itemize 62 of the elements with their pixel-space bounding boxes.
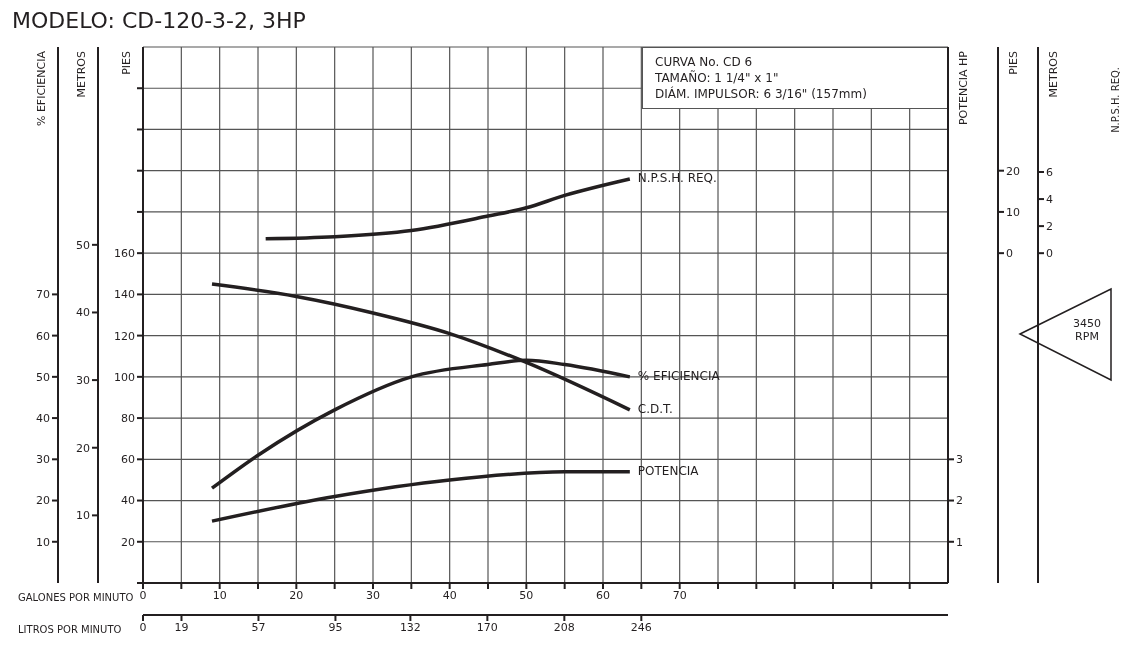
x2-tick-label: 246 <box>630 620 652 634</box>
y2-axis-title: % EFICIENCIA <box>35 50 48 127</box>
y3-tick-label: 10 <box>76 509 90 523</box>
y2-tick-label: 6 <box>1046 165 1053 179</box>
annotation: TAMAÑO: 1 1/4" x 1" <box>655 70 780 86</box>
x2-tick-label: 0 <box>139 620 147 634</box>
y3-tick-label: 30 <box>76 374 90 387</box>
x2-tick-label: 170 <box>476 620 498 634</box>
chart-title: MODELO: CD-120-3-2, 3HP <box>11 8 307 35</box>
x-tick-label: 30 <box>366 588 380 602</box>
annotation: CURVA No. CD 6 <box>655 54 754 70</box>
y2-tick-label: 30 <box>36 453 50 467</box>
x2-axis-title: LITROS POR MINUTO <box>18 624 122 635</box>
y3-axis-title: POTENCIA HP <box>957 50 970 126</box>
y3-tick-label: 20 <box>76 441 90 455</box>
y-tick-label: 20 <box>1006 164 1020 178</box>
line-series <box>263 177 632 241</box>
y2-tick-label: 20 <box>36 494 50 508</box>
y-tick-label: 100 <box>114 370 135 384</box>
x2-tick-label: 57 <box>251 620 266 634</box>
y2-axis-title: METROS <box>1047 50 1060 98</box>
x-axis-title: GALONES POR MINUTO <box>18 592 134 603</box>
y-axis-title: PIES <box>1007 50 1020 75</box>
x-tick-label: 20 <box>289 588 304 602</box>
y3-tick-label: 50 <box>76 238 90 252</box>
x-tick-label: 0 <box>139 588 147 602</box>
y-tick-label: 10 <box>1006 205 1020 219</box>
line-series <box>210 469 632 523</box>
y-tick-label: 140 <box>114 288 135 302</box>
text: 3450 RPM <box>1072 317 1102 343</box>
x2-tick-label: 95 <box>328 620 343 634</box>
y2-tick-label: 40 <box>36 411 50 425</box>
y2-tick-label: 60 <box>36 329 50 343</box>
y2-tick-label: 70 <box>36 288 50 302</box>
x-tick-label: 50 <box>519 588 534 602</box>
y3-tick-label: 40 <box>76 306 90 320</box>
y-tick-label: 120 <box>114 329 135 343</box>
annotation: DIÁM. IMPULSOR: 6 3/16" (157mm) <box>655 86 868 102</box>
y-tick-label: 60 <box>121 453 135 467</box>
y2-tick-label: 2 <box>1046 220 1053 234</box>
y3-tick-label: 2 <box>956 494 963 508</box>
y-tick-label: 80 <box>121 411 135 425</box>
x-tick-label: 40 <box>442 588 457 602</box>
y-axis-title: PIES <box>120 50 133 75</box>
y-tick-label: 20 <box>121 535 135 549</box>
x-tick-label: 70 <box>672 588 687 602</box>
x-tick-label: 10 <box>212 588 227 602</box>
y2-tick-label: 10 <box>36 535 50 549</box>
y3-axis-title: METROS <box>75 50 88 98</box>
y-tick-label: 160 <box>114 247 135 261</box>
x2-tick-label: 132 <box>399 620 421 634</box>
y-tick-label: 40 <box>121 494 135 508</box>
y2-tick-label: 0 <box>1046 247 1053 261</box>
x2-tick-label: 19 <box>174 620 189 634</box>
y-tick-label: 0 <box>1006 247 1013 261</box>
y2-tick-label: 50 <box>36 370 50 384</box>
y2-tick-label: 4 <box>1046 192 1053 206</box>
x-tick-label: 60 <box>596 588 610 602</box>
y3-tick-label: 3 <box>956 453 963 467</box>
y3-tick-label: 1 <box>956 535 963 549</box>
text: N.P.S.H. REQ. <box>1110 67 1121 133</box>
x2-tick-label: 208 <box>553 620 575 634</box>
